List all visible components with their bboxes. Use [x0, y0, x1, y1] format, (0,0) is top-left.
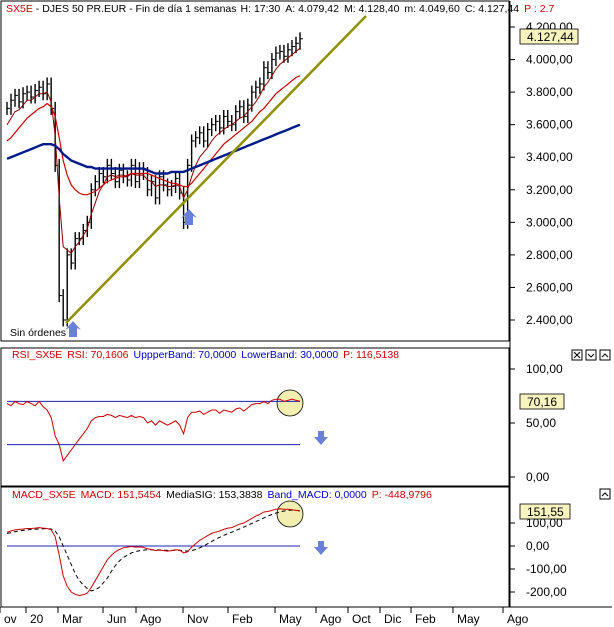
price-header-a: A: 4.079,42 — [285, 3, 339, 15]
arrow-down-icon — [314, 431, 328, 445]
macd-header-band: Band_MACD: 0,0000 — [267, 489, 366, 501]
x-tick-label: Feb — [415, 612, 436, 626]
x-tick-label: Oct — [352, 612, 371, 626]
price-header: SX5E - DJES 50 PR.EUR - Fin de día 1 sem… — [6, 3, 554, 15]
price-header-symbol: SX5E — [6, 3, 33, 15]
chevron-down-icon — [587, 353, 595, 358]
y-tick-label: 3.400,00 — [526, 150, 573, 164]
y-tick-label: 50,00 — [526, 416, 556, 430]
rsi-header-name: RSI_SX5E — [12, 349, 62, 361]
y-tick-label: 2.400,00 — [526, 313, 573, 327]
sin-ordenes-annotation: Sin órdenes — [10, 327, 66, 339]
y-tick-label: 3.800,00 — [526, 85, 573, 99]
price-header-h: H: 17:30 — [241, 3, 281, 15]
rsi-header-upper: UppperBand: 70,0000 — [134, 349, 237, 361]
x-tick-label: Ago — [320, 612, 342, 626]
x-tick-label: Dic — [384, 612, 401, 626]
x-tick-label: Feb — [232, 612, 253, 626]
macd-plot — [6, 508, 301, 597]
x-tick-label: Mar — [62, 612, 83, 626]
macd-header-signal: MediaSIG: 153,3838 — [166, 489, 262, 501]
trendline[interactable] — [65, 15, 367, 324]
macd-last-box — [519, 503, 571, 520]
rsi-highlight-circle — [276, 389, 304, 417]
macd-header: MACD_SX5E MACD: 151,5454 MediaSIG: 153,383… — [12, 489, 432, 501]
macd-header-p: P: -448,9796 — [372, 489, 432, 501]
price-y-axis: 4.200,004.000,003.800,003.600,003.400,00… — [510, 20, 573, 327]
macd-panel-expand-button[interactable] — [599, 488, 611, 500]
rsi-panel-expand-button[interactable] — [599, 349, 611, 361]
rsi-header-rsi: RSI: 70,1606 — [67, 349, 128, 361]
x-tick-label: Ago — [140, 612, 162, 626]
y-tick-label: 3.600,00 — [526, 118, 573, 132]
x-tick-label: Nov — [187, 612, 208, 626]
price-header-p: P : 2.7 — [524, 3, 554, 15]
rsi-y-axis: 100,00 50,00 0,00 — [510, 362, 563, 484]
arrow-down-icon — [314, 541, 328, 555]
x-tick-label: ov — [4, 612, 17, 626]
y-tick-label: 100,00 — [526, 362, 563, 376]
chevron-up-icon — [601, 353, 609, 358]
price-plot — [6, 32, 303, 327]
y-tick-label: 2.800,00 — [526, 248, 573, 262]
x-tick-label: Jun — [107, 612, 126, 626]
rsi-header-p: P: 116,5138 — [343, 349, 399, 361]
macd-header-macd: MACD: 151,5454 — [81, 489, 162, 501]
rsi-plot — [6, 398, 301, 462]
y-tick-label: 0,00 — [526, 539, 550, 553]
price-last-value: 4.127,44 — [527, 30, 574, 44]
moving-average-mid — [6, 75, 301, 196]
price-header-mmin: m: 4.049,60 — [404, 3, 460, 15]
y-tick-label: -200,00 — [526, 585, 567, 599]
moving-average-long — [6, 123, 301, 175]
x-tick-label: 20 — [30, 612, 44, 626]
price-last-label: 4.127,44 — [519, 28, 579, 45]
arrow-up-icon — [65, 321, 81, 337]
y-tick-label: 2.600,00 — [526, 280, 573, 294]
x-tick-label: May — [279, 612, 302, 626]
y-tick-label: 4.000,00 — [526, 53, 573, 67]
price-header-c: C: 4.127,44 — [465, 3, 519, 15]
macd-header-name: MACD_SX5E — [12, 489, 76, 501]
macd-y-axis: 100,00 0,00 -100,00 -200,00 — [510, 516, 567, 599]
price-header-desc: - DJES 50 PR.EUR - Fin de día 1 semanas — [33, 3, 237, 15]
price-header-m: M: 4.128,40 — [344, 3, 400, 15]
x-tick-label: Ago — [507, 612, 529, 626]
rsi-last-value: 70,16 — [527, 395, 557, 409]
y-tick-label: 100,00 — [526, 516, 563, 530]
y-tick-label: 3.000,00 — [526, 215, 573, 229]
x-axis: ov 20 Mar Jun Ago Nov Feb May Ago Oct Dic Feb May Ago — [0, 607, 529, 626]
rsi-line — [6, 398, 301, 462]
y-tick-label: 3.200,00 — [526, 183, 573, 197]
rsi-last-box — [519, 393, 565, 410]
rsi-panel-collapse-button[interactable] — [585, 349, 597, 361]
macd-panel-frame — [0, 486, 510, 608]
macd-last-value: 151,55 — [527, 505, 564, 519]
price-last-box — [519, 28, 579, 45]
macd-line — [6, 508, 301, 597]
rsi-last-label: 70,16 — [519, 393, 565, 410]
close-icon — [573, 351, 581, 359]
rsi-header-lower: LowerBand: 30,0000 — [241, 349, 338, 361]
x-tick-label: May — [457, 612, 480, 626]
macd-highlight-circle — [276, 500, 304, 528]
rsi-panel-controls[interactable] — [571, 349, 611, 361]
rsi-panel-frame — [0, 347, 510, 487]
y-tick-label: 0,00 — [526, 470, 550, 484]
chevron-up-icon — [601, 492, 609, 497]
y-tick-label: -100,00 — [526, 562, 567, 576]
arrow-up-icon — [181, 209, 197, 225]
macd-last-label: 151,55 — [519, 503, 571, 520]
rsi-header: RSI_SX5E RSI: 70,1606 UppperBand: 70,0000 L… — [12, 349, 399, 361]
macd-panel-controls[interactable] — [599, 488, 611, 500]
price-panel-frame — [0, 0, 510, 342]
